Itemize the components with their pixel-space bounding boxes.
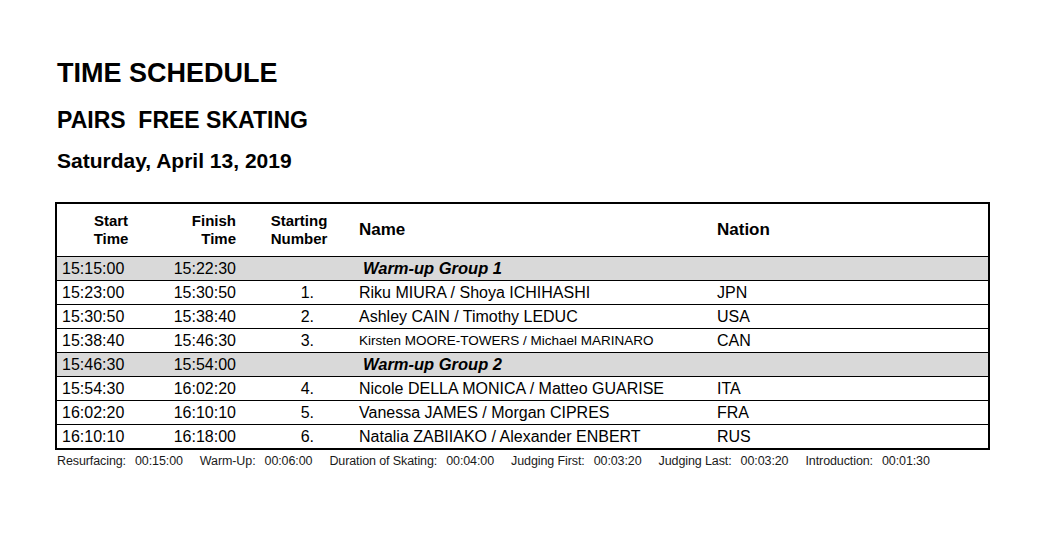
legend-value: 00:15:00: [135, 454, 183, 468]
header-starting-number-line1: Starting: [239, 212, 359, 230]
header-start-time-line1: Start: [57, 212, 165, 230]
legend-label: Resurfacing:: [57, 454, 126, 468]
starting-number-cell: 1.: [239, 284, 359, 302]
legend-value: 00:04:00: [446, 454, 494, 468]
finish-time-cell: 16:18:00: [165, 428, 239, 446]
legend-label: Judging First:: [511, 454, 585, 468]
header-start-time-line2: Time: [57, 230, 165, 248]
legend-item: Warm-Up: 00:06:00: [200, 454, 313, 468]
legend-label: Duration of Skating:: [329, 454, 437, 468]
schedule-page: { "page": { "title": "TIME SCHEDULE", "s…: [0, 0, 1037, 544]
legend-item: Duration of Skating: 00:04:00: [329, 454, 494, 468]
legend-label: Judging Last:: [659, 454, 732, 468]
starting-number-cell: 5.: [239, 404, 359, 422]
start-time-cell: 15:23:00: [57, 284, 165, 302]
start-time-cell: 16:10:10: [57, 428, 165, 446]
skater-row: 15:54:3016:02:204.Nicole DELLA MONICA / …: [57, 376, 988, 400]
skater-row: 15:38:4015:46:303.Kirsten MOORE-TOWERS /…: [57, 328, 988, 352]
finish-time-cell: 16:10:10: [165, 404, 239, 422]
legend-value: 00:06:00: [265, 454, 313, 468]
finish-time-cell: 15:38:40: [165, 308, 239, 326]
nation-cell: JPN: [717, 284, 988, 302]
warmup-group-row: 15:15:0015:22:30 Warm-up Group 1: [57, 256, 988, 280]
event-title: PAIRS FREE SKATING: [57, 107, 308, 134]
name-cell: Vanessa JAMES / Morgan CIPRES: [359, 404, 717, 422]
finish-time-cell: 15:30:50: [165, 284, 239, 302]
legend-value: 00:03:20: [741, 454, 789, 468]
legend-item: Judging First: 00:03:20: [511, 454, 642, 468]
skater-row: 15:30:5015:38:402.Ashley CAIN / Timothy …: [57, 304, 988, 328]
start-time-cell: 15:15:00: [57, 260, 165, 278]
name-cell: Ashley CAIN / Timothy LEDUC: [359, 308, 717, 326]
finish-time-cell: 15:22:30: [165, 260, 239, 278]
finish-time-cell: 15:54:00: [165, 356, 239, 374]
finish-time-cell: 16:02:20: [165, 380, 239, 398]
nation-cell: CAN: [717, 332, 988, 350]
header-starting-number-line2: Number: [239, 230, 359, 248]
header-name: Name: [359, 221, 717, 239]
legend-item: Judging Last: 00:03:20: [659, 454, 789, 468]
event-date: Saturday, April 13, 2019: [57, 149, 292, 173]
start-time-cell: 15:46:30: [57, 356, 165, 374]
name-cell: Riku MIURA / Shoya ICHIHASHI: [359, 284, 717, 302]
skater-row: 16:02:2016:10:105.Vanessa JAMES / Morgan…: [57, 400, 988, 424]
name-cell: Kirsten MOORE-TOWERS / Michael MARINARO: [359, 333, 717, 348]
warmup-group-row: 15:46:3015:54:00 Warm-up Group 2: [57, 352, 988, 376]
warmup-group-label: Warm-up Group 2: [359, 355, 988, 374]
starting-number-cell: 4.: [239, 380, 359, 398]
name-cell: Nicole DELLA MONICA / Matteo GUARISE: [359, 380, 717, 398]
header-start-time: Start Time: [57, 212, 165, 248]
warmup-group-label: Warm-up Group 1: [359, 259, 988, 278]
header-finish-time-line1: Finish: [165, 212, 236, 230]
starting-number-cell: 6.: [239, 428, 359, 446]
nation-cell: USA: [717, 308, 988, 326]
legend-label: Introduction:: [805, 454, 873, 468]
header-nation: Nation: [717, 221, 988, 239]
nation-cell: ITA: [717, 380, 988, 398]
start-time-cell: 15:30:50: [57, 308, 165, 326]
legend-value: 00:01:30: [882, 454, 930, 468]
legend-item: Introduction: 00:01:30: [805, 454, 929, 468]
header-starting-number: Starting Number: [239, 212, 359, 248]
finish-time-cell: 15:46:30: [165, 332, 239, 350]
legend-value: 00:03:20: [594, 454, 642, 468]
header-finish-time-line2: Time: [165, 230, 236, 248]
skater-row: 16:10:1016:18:006.Natalia ZABIIAKO / Ale…: [57, 424, 988, 448]
table-header-row: Start Time Finish Time Starting Number N…: [57, 204, 988, 256]
nation-cell: FRA: [717, 404, 988, 422]
schedule-table: Start Time Finish Time Starting Number N…: [55, 202, 990, 450]
header-finish-time: Finish Time: [165, 212, 239, 248]
legend-item: Resurfacing: 00:15:00: [57, 454, 183, 468]
nation-cell: RUS: [717, 428, 988, 446]
footer-legend: Resurfacing: 00:15:00 Warm-Up: 00:06:00 Dura…: [57, 454, 930, 468]
start-time-cell: 15:54:30: [57, 380, 165, 398]
starting-number-cell: 3.: [239, 332, 359, 350]
starting-number-cell: 2.: [239, 308, 359, 326]
legend-label: Warm-Up:: [200, 454, 256, 468]
name-cell: Natalia ZABIIAKO / Alexander ENBERT: [359, 428, 717, 446]
table-body: 15:15:0015:22:30Warm-up Group 115:23:001…: [57, 256, 988, 448]
start-time-cell: 15:38:40: [57, 332, 165, 350]
skater-row: 15:23:0015:30:501.Riku MIURA / Shoya ICH…: [57, 280, 988, 304]
page-title: TIME SCHEDULE: [57, 58, 278, 89]
start-time-cell: 16:02:20: [57, 404, 165, 422]
